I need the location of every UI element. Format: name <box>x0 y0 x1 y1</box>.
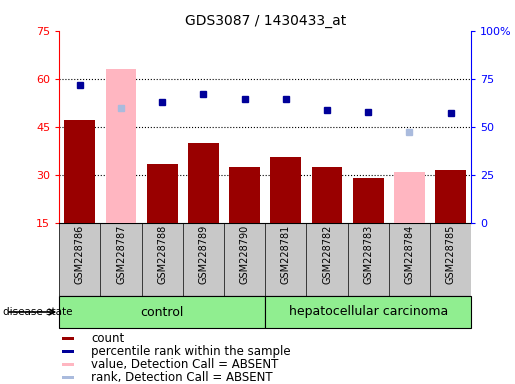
Bar <box>62 350 74 353</box>
Text: GSM228790: GSM228790 <box>239 225 250 284</box>
Bar <box>62 337 74 340</box>
Bar <box>270 157 301 223</box>
Bar <box>62 376 74 379</box>
Bar <box>64 120 95 223</box>
Bar <box>435 170 466 223</box>
Text: rank, Detection Call = ABSENT: rank, Detection Call = ABSENT <box>91 371 273 384</box>
Text: GSM228781: GSM228781 <box>281 225 291 284</box>
Text: hepatocellular carcinoma: hepatocellular carcinoma <box>288 306 448 318</box>
Bar <box>59 296 265 328</box>
Bar <box>265 296 471 328</box>
Text: GSM228783: GSM228783 <box>363 225 373 284</box>
Bar <box>229 167 260 223</box>
Text: GSM228784: GSM228784 <box>404 225 415 284</box>
Text: control: control <box>141 306 184 318</box>
Bar <box>147 164 178 223</box>
Bar <box>188 143 219 223</box>
Text: count: count <box>91 332 125 345</box>
Bar <box>62 363 74 366</box>
Text: percentile rank within the sample: percentile rank within the sample <box>91 345 291 358</box>
Text: GSM228785: GSM228785 <box>445 225 456 284</box>
Text: disease state: disease state <box>3 307 72 317</box>
Text: GSM228789: GSM228789 <box>198 225 209 284</box>
Text: GSM228786: GSM228786 <box>75 225 85 284</box>
Text: GSM228782: GSM228782 <box>322 225 332 284</box>
Text: GSM228788: GSM228788 <box>157 225 167 284</box>
Bar <box>106 69 136 223</box>
Bar <box>394 172 425 223</box>
Text: GSM228787: GSM228787 <box>116 225 126 284</box>
Bar <box>353 178 384 223</box>
Title: GDS3087 / 1430433_at: GDS3087 / 1430433_at <box>184 14 346 28</box>
Bar <box>312 167 342 223</box>
Text: value, Detection Call = ABSENT: value, Detection Call = ABSENT <box>91 358 279 371</box>
